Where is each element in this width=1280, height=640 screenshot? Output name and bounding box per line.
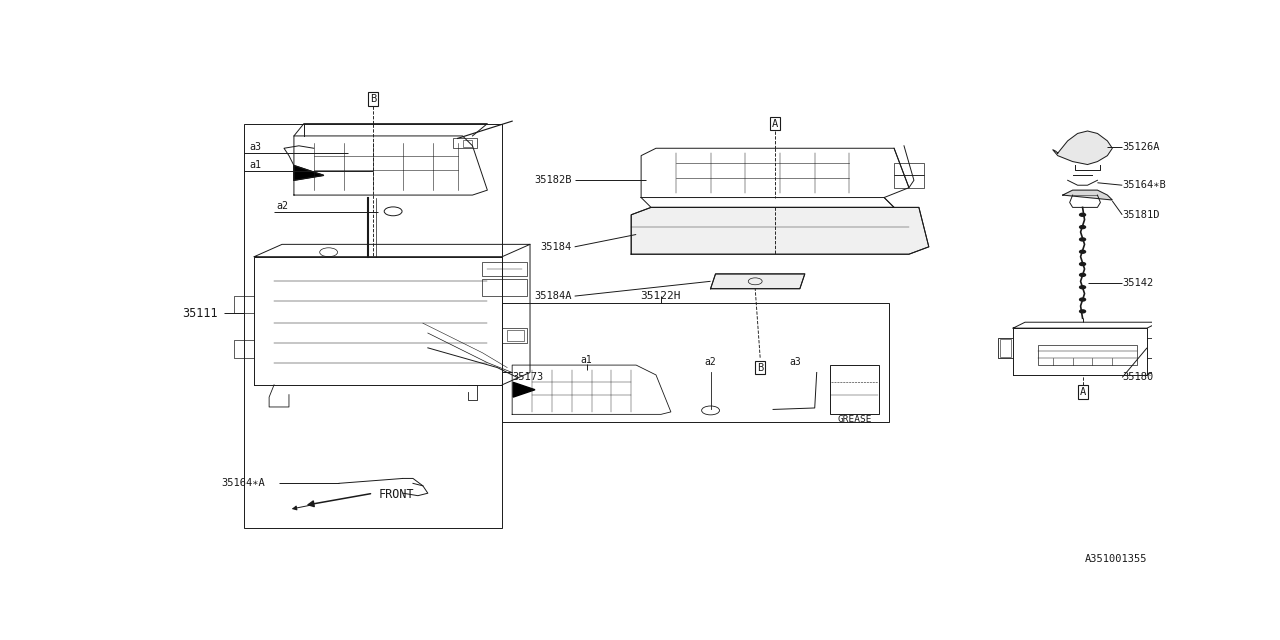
Text: 35181D: 35181D [1123,210,1160,220]
Text: a3: a3 [250,141,261,152]
Circle shape [1079,310,1085,313]
Text: 35111: 35111 [182,307,218,320]
Text: 35142: 35142 [1123,278,1153,288]
Text: GREASE: GREASE [837,415,872,424]
Text: 35182B: 35182B [534,175,572,186]
Text: a2: a2 [705,356,717,367]
Text: B: B [370,94,376,104]
Text: A: A [1079,387,1085,397]
Polygon shape [294,166,324,180]
Circle shape [1079,285,1085,289]
Text: A: A [772,118,778,129]
Circle shape [1079,273,1085,276]
Text: 35180: 35180 [1123,372,1153,383]
Text: 35173: 35173 [512,372,544,383]
Polygon shape [710,274,805,289]
Circle shape [1079,250,1085,253]
Text: 35184A: 35184A [534,291,572,301]
Text: a1: a1 [250,160,261,170]
Text: a1: a1 [581,355,593,365]
Text: 35122H: 35122H [641,291,681,301]
Text: a2: a2 [276,201,288,211]
Circle shape [1079,213,1085,216]
Text: 35184: 35184 [540,242,572,252]
Text: 35164∗A: 35164∗A [221,478,265,488]
Polygon shape [631,207,929,254]
Text: a3: a3 [788,356,801,367]
Text: 35164∗B: 35164∗B [1123,180,1166,190]
Circle shape [1079,262,1085,266]
Text: A351001355: A351001355 [1084,554,1147,564]
Polygon shape [513,382,535,397]
Text: B: B [756,362,763,372]
Text: FRONT: FRONT [379,488,413,501]
Circle shape [1079,298,1085,301]
Circle shape [1079,238,1085,241]
Polygon shape [1062,190,1112,200]
Circle shape [1079,226,1085,228]
Text: 35126A: 35126A [1123,142,1160,152]
Polygon shape [1053,131,1112,164]
